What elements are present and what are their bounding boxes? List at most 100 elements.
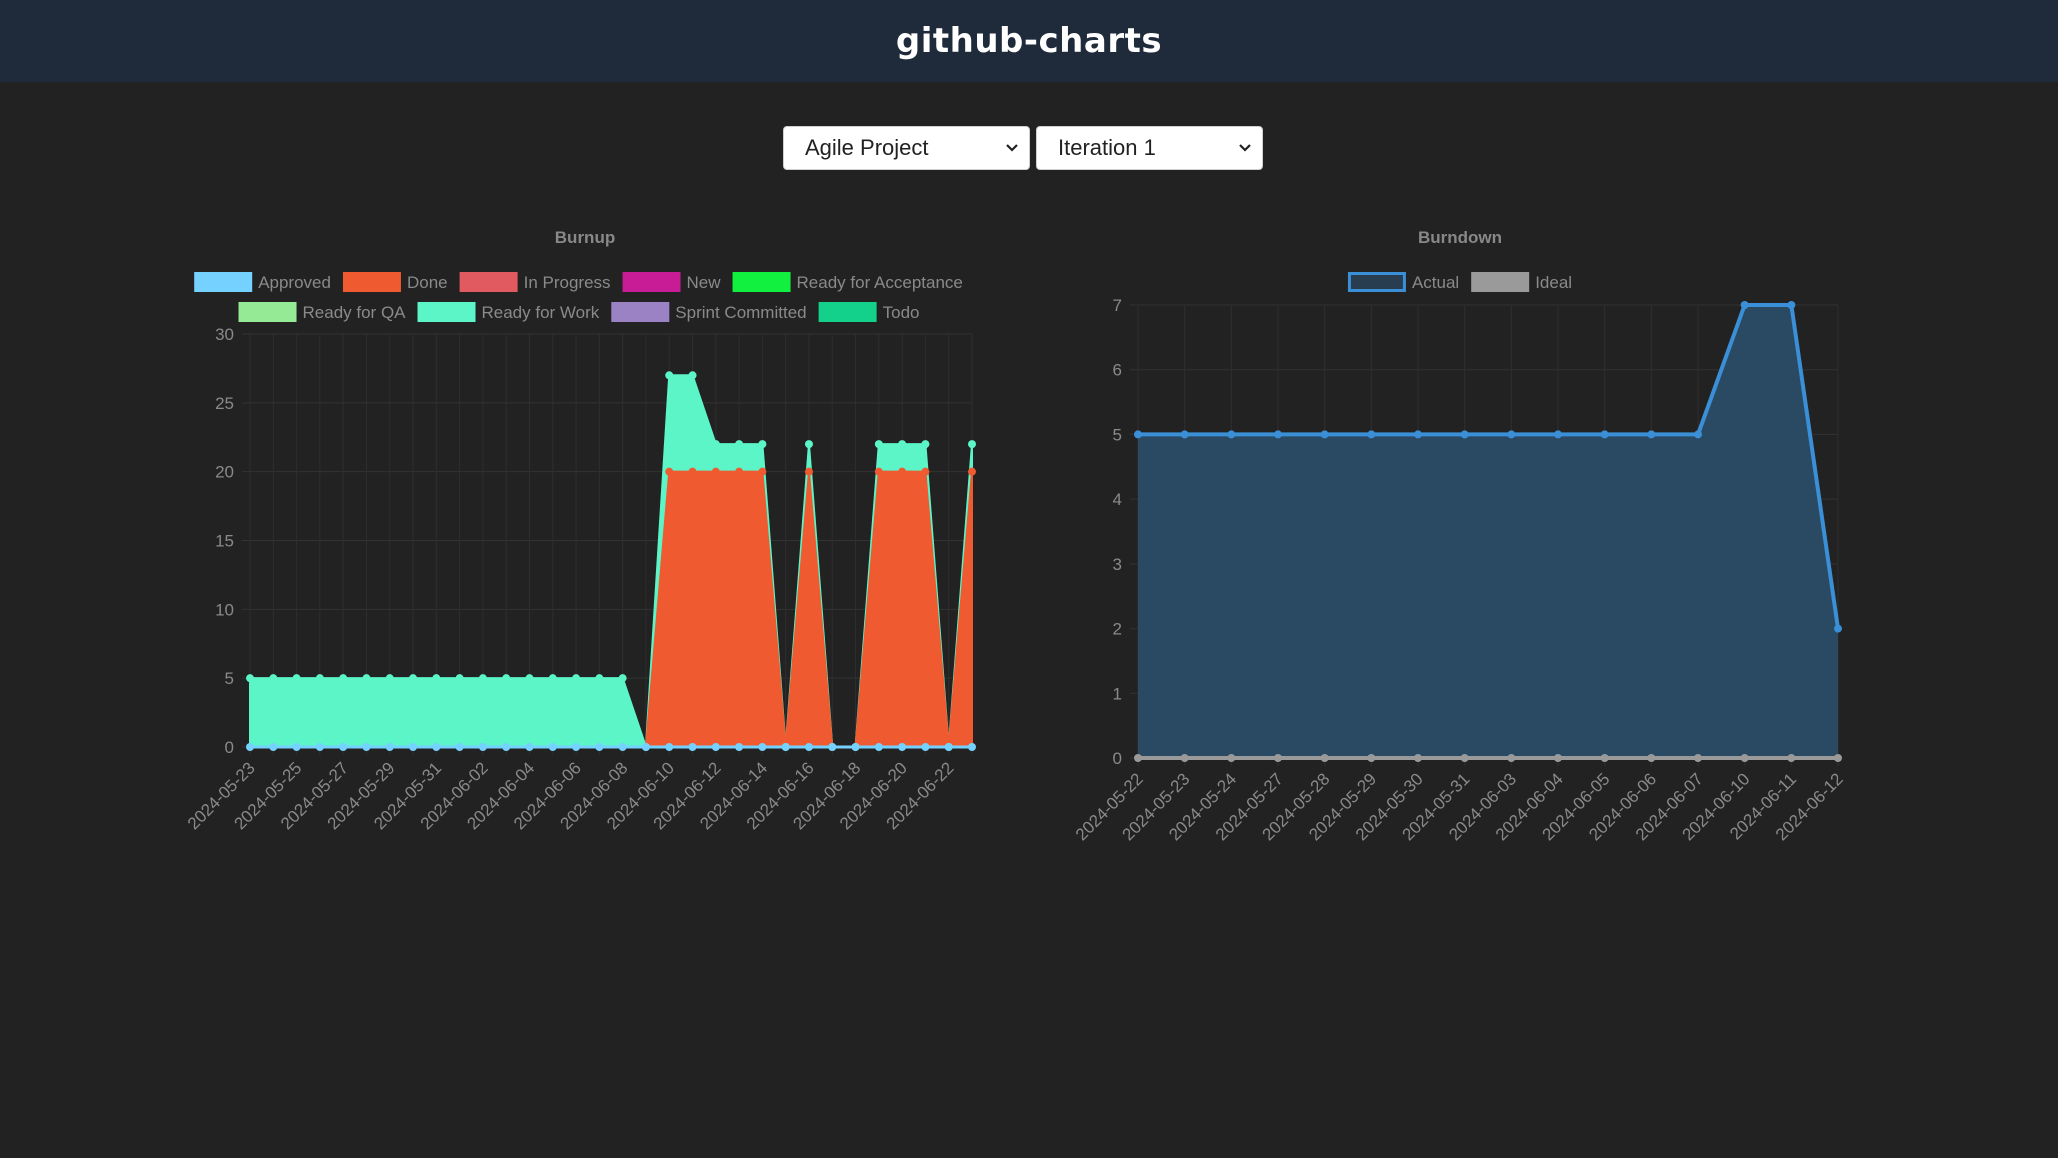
data-point-ready-for-work xyxy=(665,371,674,380)
legend-label-ideal: Ideal xyxy=(1535,273,1572,292)
data-point-approved xyxy=(711,743,720,751)
data-point-ideal xyxy=(1554,754,1562,762)
data-point-approved xyxy=(851,743,860,751)
data-point-ideal xyxy=(1414,754,1422,762)
data-point-done xyxy=(758,467,767,476)
data-point-actual xyxy=(1647,430,1656,439)
data-point-actual xyxy=(1600,430,1609,439)
legend-swatch xyxy=(622,272,681,292)
iteration-select[interactable]: Iteration 1 xyxy=(1036,126,1263,170)
y-tick-label: 30 xyxy=(215,325,234,344)
data-point-approved xyxy=(781,743,790,751)
legend-swatch xyxy=(459,272,518,292)
y-tick-label: 10 xyxy=(215,600,234,619)
data-point-ideal xyxy=(1834,754,1842,762)
data-point-done xyxy=(688,467,697,476)
data-point-ready-for-work xyxy=(455,674,464,683)
data-point-ready-for-work xyxy=(874,440,883,449)
data-point-approved xyxy=(339,743,348,751)
data-point-approved xyxy=(758,743,767,751)
series-area-actual xyxy=(1138,305,1838,758)
data-point-ready-for-work xyxy=(339,674,348,683)
data-point-actual xyxy=(1367,430,1376,439)
legend-label-sprint-committed: Sprint Committed xyxy=(675,303,806,322)
data-point-ready-for-work xyxy=(315,674,324,683)
legend-swatch xyxy=(611,302,670,322)
data-point-actual xyxy=(1134,430,1142,439)
data-point-actual xyxy=(1834,624,1842,633)
data-point-approved xyxy=(502,743,511,751)
y-tick-label: 25 xyxy=(215,394,234,413)
data-point-approved xyxy=(618,743,627,751)
y-tick-label: 7 xyxy=(1113,296,1122,315)
data-point-ready-for-work xyxy=(735,440,744,449)
data-point-done xyxy=(804,467,813,476)
data-point-ideal xyxy=(1600,754,1609,762)
legend-label-ready-for-qa: Ready for QA xyxy=(303,303,407,322)
y-tick-label: 0 xyxy=(1113,749,1122,768)
data-point-ready-for-work xyxy=(269,674,278,683)
data-point-ready-for-work xyxy=(688,371,697,380)
legend-label-in-progress: In Progress xyxy=(524,273,611,292)
data-point-approved xyxy=(688,743,697,751)
data-point-ready-for-work xyxy=(572,674,581,683)
data-point-ready-for-work xyxy=(362,674,371,683)
data-point-approved xyxy=(874,743,883,751)
legend-swatch xyxy=(342,272,401,292)
data-point-approved xyxy=(525,743,534,751)
data-point-approved xyxy=(432,743,441,751)
data-point-ideal xyxy=(1320,754,1329,762)
series-line-actual xyxy=(1138,303,1840,629)
data-point-ready-for-work xyxy=(409,674,418,683)
data-point-approved xyxy=(944,743,953,751)
data-point-ideal xyxy=(1694,754,1702,762)
data-point-approved xyxy=(641,743,650,751)
data-point-done xyxy=(921,467,930,476)
data-point-done xyxy=(665,467,674,476)
data-point-ready-for-work xyxy=(548,674,557,683)
data-point-actual xyxy=(1460,430,1469,439)
legend-label-ready-for-acceptance: Ready for Acceptance xyxy=(797,273,963,292)
data-point-actual xyxy=(1694,430,1702,439)
legend-label-done: Done xyxy=(407,273,448,292)
data-point-approved xyxy=(269,743,278,751)
project-select-value: Agile Project xyxy=(805,135,929,160)
y-tick-label: 2 xyxy=(1113,620,1122,639)
data-point-ideal xyxy=(1274,754,1282,762)
y-tick-label: 20 xyxy=(215,463,234,482)
data-point-actual xyxy=(1507,430,1516,439)
data-point-done xyxy=(735,467,744,476)
data-point-ideal xyxy=(1507,754,1516,762)
data-point-approved xyxy=(828,743,837,751)
legend-swatch xyxy=(732,272,791,292)
data-point-done xyxy=(968,467,976,476)
data-point-done xyxy=(711,467,720,476)
legend-swatch xyxy=(194,272,253,292)
legend-label-new: New xyxy=(687,273,722,292)
data-point-actual xyxy=(1320,430,1329,439)
project-select[interactable]: Agile Project xyxy=(783,126,1030,170)
legend-swatch xyxy=(1471,272,1530,292)
data-point-approved xyxy=(246,743,254,751)
data-point-done xyxy=(898,467,907,476)
burndown-title: Burndown xyxy=(1418,228,1502,247)
data-point-approved xyxy=(315,743,324,751)
data-point-ready-for-work xyxy=(525,674,534,683)
data-point-actual xyxy=(1740,301,1749,309)
iteration-select-value: Iteration 1 xyxy=(1058,135,1156,160)
legend-label-approved: Approved xyxy=(258,273,331,292)
y-tick-label: 15 xyxy=(215,532,234,551)
legend-swatch xyxy=(1347,272,1406,292)
data-point-actual xyxy=(1180,430,1189,439)
data-point-approved xyxy=(665,743,674,751)
data-point-done xyxy=(874,467,883,476)
data-point-approved xyxy=(409,743,418,751)
data-point-approved xyxy=(968,743,976,751)
data-point-ready-for-work xyxy=(595,674,604,683)
data-point-ideal xyxy=(1180,754,1189,762)
data-point-ready-for-work xyxy=(711,440,720,449)
data-point-ideal xyxy=(1367,754,1376,762)
data-point-ready-for-work xyxy=(968,440,976,449)
